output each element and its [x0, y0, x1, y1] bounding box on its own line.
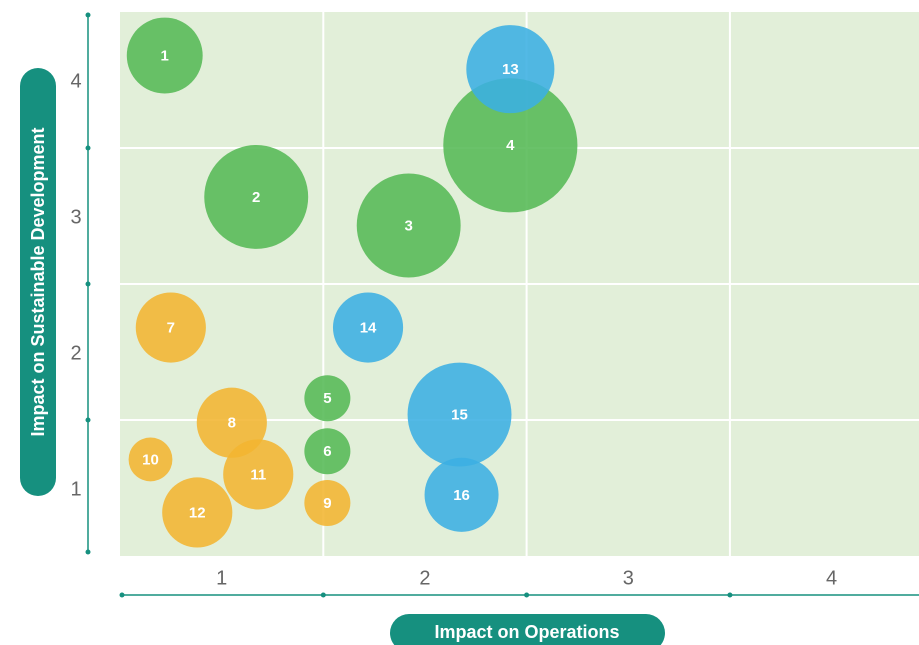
y-axis-title: Impact on Sustainable Development [28, 127, 48, 436]
x-tick-label: 1 [216, 567, 227, 589]
bubble-label: 7 [167, 319, 175, 336]
y-tick-label: 2 [70, 342, 81, 364]
bubble [196, 387, 267, 458]
bubble-label: 10 [142, 451, 159, 468]
bubble [304, 428, 351, 475]
bubble-label: 11 [250, 466, 266, 483]
bubble-label: 9 [323, 495, 331, 512]
bubble [223, 439, 294, 510]
bubble [304, 479, 351, 526]
y-axis-title-box [20, 68, 56, 496]
axis-dot [524, 592, 530, 598]
axis-dot [85, 12, 91, 18]
x-tick-label: 4 [826, 567, 837, 589]
axis-dot [85, 145, 91, 151]
bubble [204, 144, 309, 249]
bubble-label: 3 [405, 217, 413, 234]
y-tick-label: 4 [70, 70, 81, 92]
axis-dot [85, 549, 91, 555]
axis-dot [85, 417, 91, 423]
x-tick-label: 2 [419, 567, 430, 589]
axis-dot [727, 592, 733, 598]
bubble [128, 437, 173, 482]
x-axis-title-box [390, 614, 665, 645]
bubble-label: 2 [252, 189, 260, 206]
bubble-label: 12 [189, 504, 206, 521]
x-tick-label: 3 [623, 567, 634, 589]
bubble [443, 78, 578, 213]
bubble [356, 173, 461, 278]
bubble-label: 8 [228, 415, 236, 432]
bubble [466, 25, 555, 114]
bubble-label: 5 [323, 390, 331, 407]
bubble-label: 4 [506, 137, 515, 154]
bubble-label: 13 [502, 61, 519, 78]
bubble-label: 1 [161, 47, 169, 64]
bubble [332, 292, 404, 363]
bubble-label: 14 [360, 319, 377, 336]
bubble-label: 6 [323, 443, 331, 460]
axis-dot [85, 281, 91, 287]
bubble [135, 292, 206, 363]
bubble-label: 16 [453, 487, 470, 504]
bubble [162, 477, 233, 548]
bubble [304, 375, 351, 422]
bubble [424, 457, 499, 532]
bubble-label: 15 [451, 407, 468, 424]
bubble [126, 17, 203, 94]
y-tick-label: 3 [70, 206, 81, 228]
axis-dot [119, 592, 125, 598]
y-tick-label: 1 [70, 478, 81, 500]
axis-dot [320, 592, 326, 598]
bubble [407, 362, 512, 467]
x-axis-title: Impact on Operations [434, 622, 619, 642]
